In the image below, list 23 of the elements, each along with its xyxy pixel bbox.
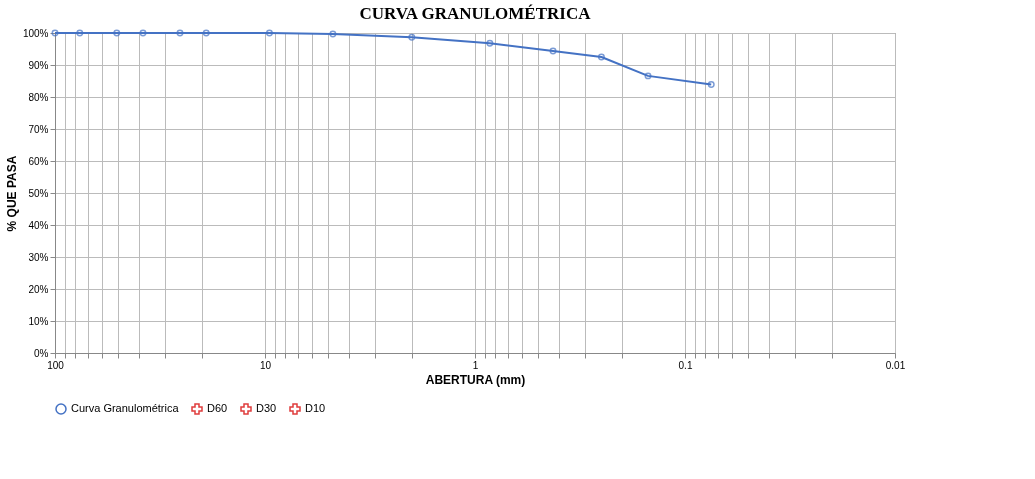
y-tick-label: 90%: [28, 59, 49, 71]
x-tick-label: 0.1: [678, 359, 693, 371]
y-tick-label: 60%: [28, 155, 49, 167]
y-tick-label: 0%: [34, 347, 49, 359]
y-tick-label: 10%: [28, 315, 49, 327]
y-tick-label: 100%: [22, 27, 49, 39]
y-tick-label: 70%: [28, 123, 49, 135]
x-axis-title: ABERTURA (mm): [425, 372, 526, 387]
y-tick-label: 20%: [28, 283, 49, 295]
legend-label: D60: [207, 402, 228, 414]
y-tick-label: 80%: [28, 91, 49, 103]
x-tick-label: 100: [47, 359, 65, 371]
legend-label: D10: [305, 402, 326, 414]
x-tick-label: 1: [472, 359, 479, 371]
legend-label: D30: [256, 402, 277, 414]
y-axis-title: % QUE PASA: [4, 155, 19, 232]
chart-title: CURVA GRANULOMÉTRICA: [359, 4, 592, 24]
x-tick-label: 0.01: [885, 359, 906, 371]
legend-label: Curva Granulométrica: [71, 402, 180, 414]
x-tick-label: 10: [259, 359, 272, 371]
y-tick-label: 40%: [28, 219, 49, 231]
y-tick-label: 50%: [28, 187, 49, 199]
y-tick-label: 30%: [28, 251, 49, 263]
